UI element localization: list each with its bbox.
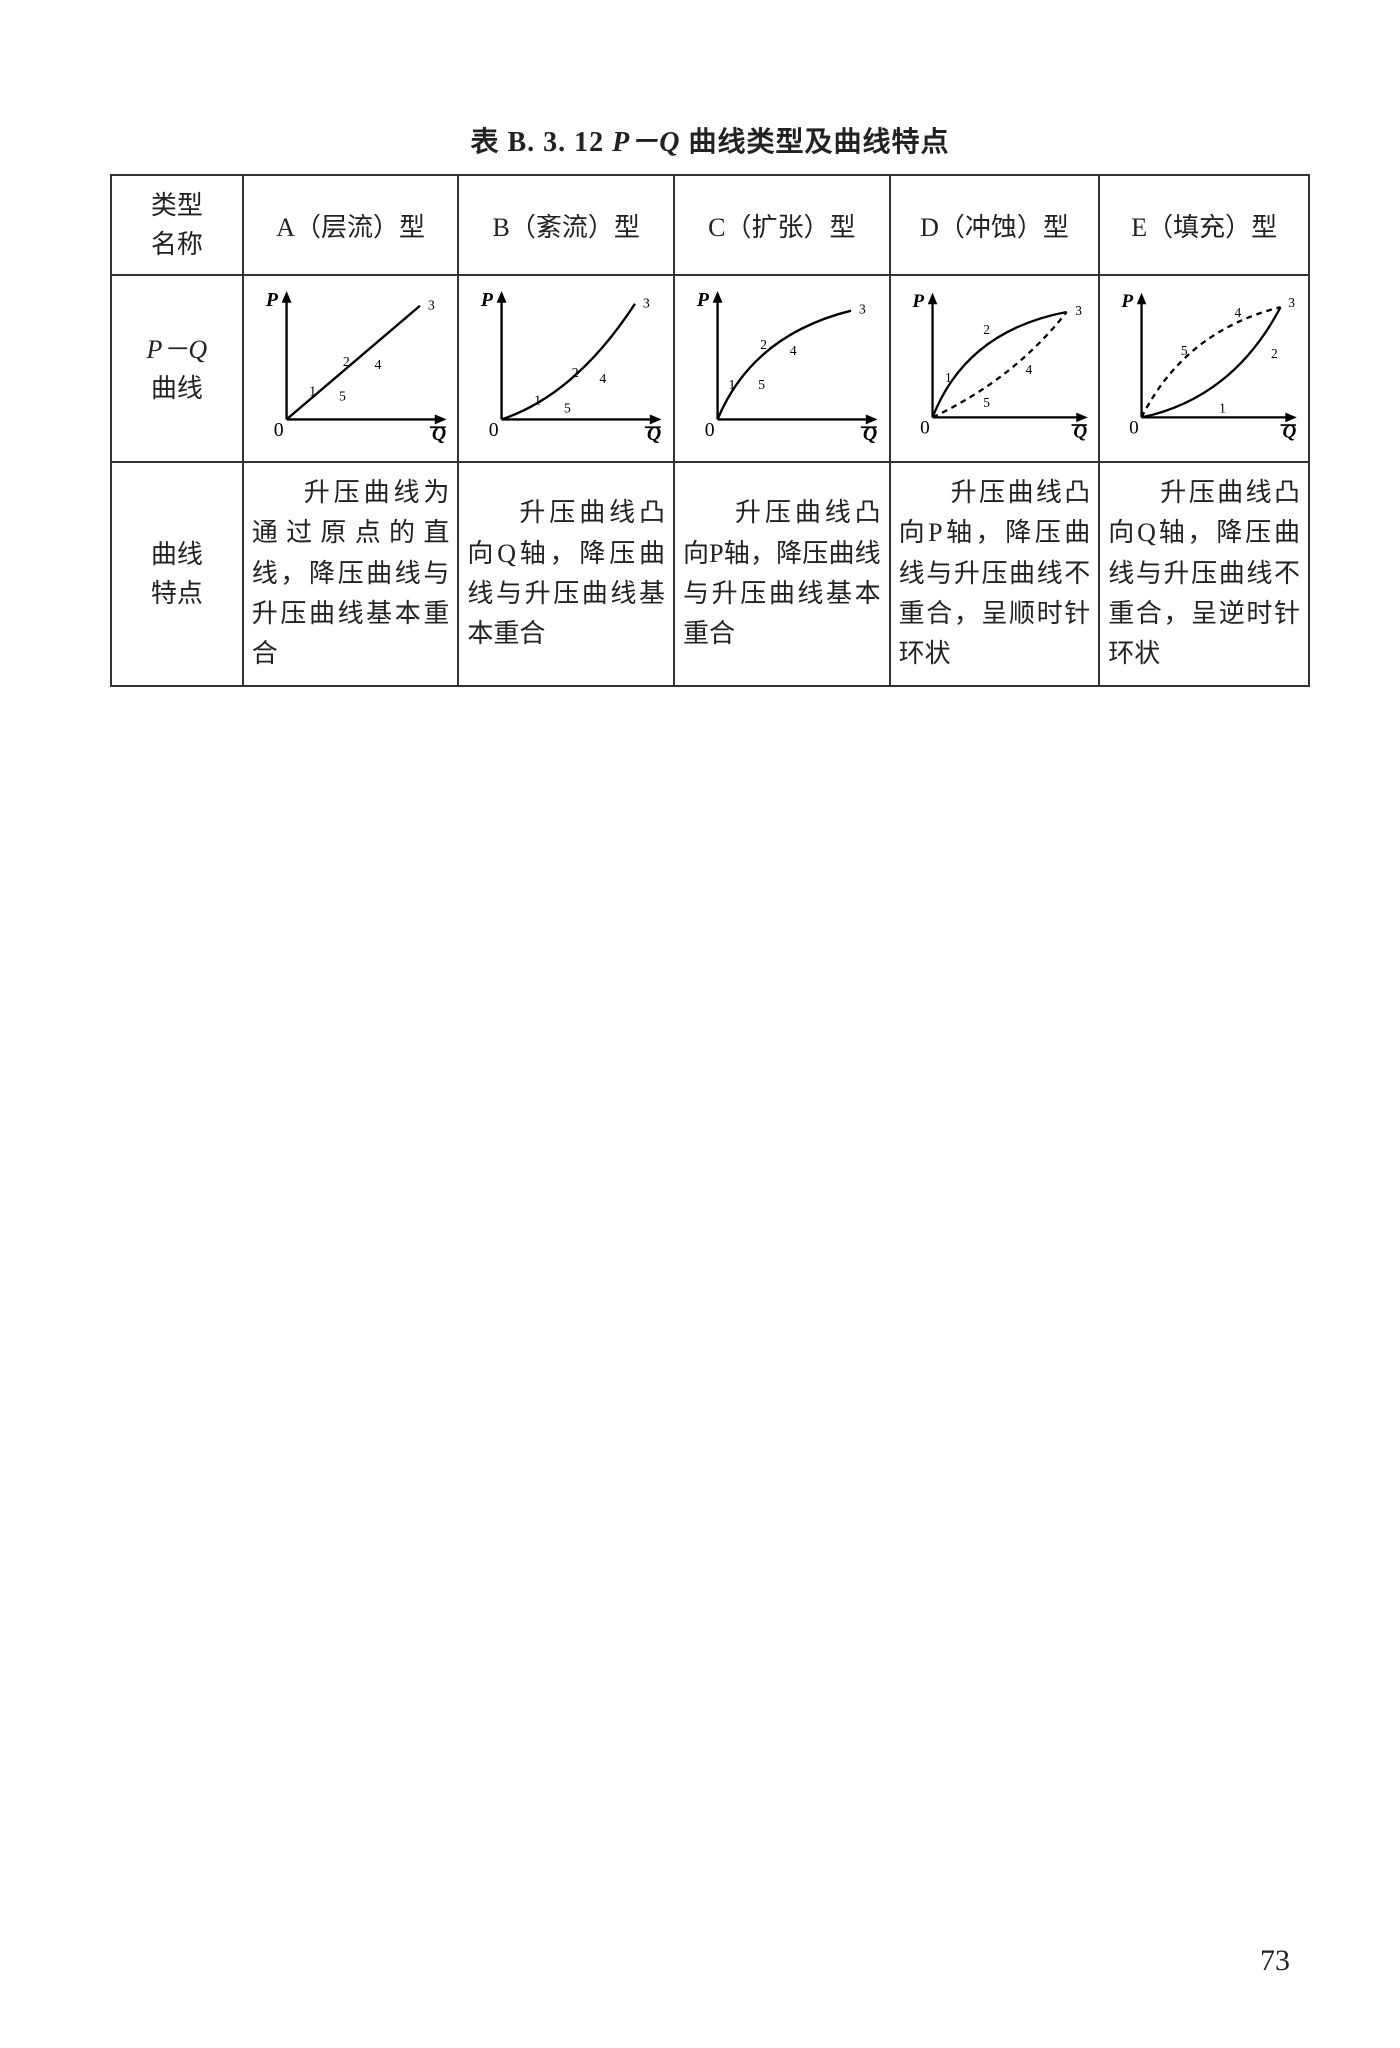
pq-graph-B: P Q 0 1 2 3 4 5 [467,286,665,444]
svg-text:2: 2 [1271,346,1278,361]
svg-text:Q: Q [432,423,446,444]
svg-text:0: 0 [274,419,284,441]
svg-text:2: 2 [343,354,350,369]
svg-text:5: 5 [1181,343,1188,358]
graph-cell-B: P Q 0 1 2 3 4 5 [458,275,674,462]
svg-text:2: 2 [983,322,990,337]
table-row: P－Q 曲线 P Q 0 1 2 3 4 5 P Q 0 1 2 3 4 5 P Q 0 1 2 3 4 5 P Q 0 1 2 3… [111,275,1309,462]
svg-text:Q: Q [863,423,877,444]
desc-E: 升压曲线凸向Q轴，降压曲线与升压曲线不重合，呈逆时针环状 [1099,462,1309,685]
svg-text:P: P [480,289,494,311]
desc-B: 升压曲线凸向Q轴，降压曲线与升压曲线基本重合 [458,462,674,685]
pq-graph-D: PQ012345 [899,288,1091,441]
pq-table: 类型 名称 A（层流）型 B（紊流）型 C（扩张）型 D（冲蚀）型 E（填充）型… [110,174,1310,687]
graph-cell-D: PQ012345 [890,275,1100,462]
svg-text:1: 1 [945,370,952,385]
svg-text:5: 5 [564,400,571,415]
svg-text:3: 3 [1075,303,1082,318]
svg-text:P: P [1121,292,1134,313]
col-header-B: B（紊流）型 [458,175,674,275]
table-caption: 表 B. 3. 12 P－Q 曲线类型及曲线特点 [110,120,1310,160]
svg-text:P: P [696,289,710,311]
graph-cell-E: PQ012345 [1099,275,1309,462]
caption-var: P－Q [612,127,680,158]
svg-text:2: 2 [572,365,579,380]
pq-graph-C: P Q 0 1 2 3 4 5 [683,286,881,444]
svg-text:1: 1 [535,393,542,408]
svg-text:1: 1 [1219,401,1226,416]
row-label-feature: 曲线 特点 [111,462,243,685]
svg-text:5: 5 [983,395,990,410]
pq-graph-E: PQ012345 [1108,288,1300,441]
desc-A: 升压曲线为通过原点的直线，降压曲线与升压曲线基本重合 [243,462,459,685]
graph-cell-C: P Q 0 1 2 3 4 5 [674,275,890,462]
svg-text:0: 0 [920,418,930,439]
row-label-type: 类型 名称 [111,175,243,275]
svg-text:4: 4 [1025,363,1032,378]
svg-text:2: 2 [760,337,767,352]
col-header-E: E（填充）型 [1099,175,1309,275]
col-header-A: A（层流）型 [243,175,459,275]
caption-suffix: 曲线类型及曲线特点 [681,127,950,158]
graph-cell-A: P Q 0 1 2 3 4 5 [243,275,459,462]
svg-text:P: P [911,292,924,313]
svg-text:4: 4 [790,343,797,358]
row-label-curve: P－Q 曲线 [111,275,243,462]
svg-text:5: 5 [339,389,346,404]
svg-text:1: 1 [309,384,316,399]
page-number: 73 [1260,1944,1290,1978]
svg-text:0: 0 [489,419,499,441]
table-row: 类型 名称 A（层流）型 B（紊流）型 C（扩张）型 D（冲蚀）型 E（填充）型 [111,175,1309,275]
col-header-D: D（冲蚀）型 [890,175,1100,275]
svg-text:3: 3 [428,298,435,313]
svg-text:4: 4 [600,371,607,386]
svg-text:0: 0 [705,419,715,441]
desc-D: 升压曲线凸向P轴，降压曲线与升压曲线不重合，呈顺时针环状 [890,462,1100,685]
svg-text:P: P [265,289,279,311]
svg-text:4: 4 [1235,305,1242,320]
svg-text:0: 0 [1129,418,1139,439]
col-header-C: C（扩张）型 [674,175,890,275]
svg-text:3: 3 [859,302,866,317]
svg-text:1: 1 [728,377,735,392]
caption-prefix: 表 B. 3. 12 [470,127,612,158]
svg-text:3: 3 [1288,296,1295,311]
svg-text:3: 3 [643,296,650,311]
svg-text:Q: Q [647,423,661,444]
svg-text:4: 4 [374,357,381,372]
pq-graph-A: P Q 0 1 2 3 4 5 [252,286,450,444]
desc-C: 升压曲线凸向P轴，降压曲线与升压曲线基本重合 [674,462,890,685]
table-row: 曲线 特点 升压曲线为通过原点的直线，降压曲线与升压曲线基本重合 升压曲线凸向Q… [111,462,1309,685]
svg-text:5: 5 [758,377,765,392]
